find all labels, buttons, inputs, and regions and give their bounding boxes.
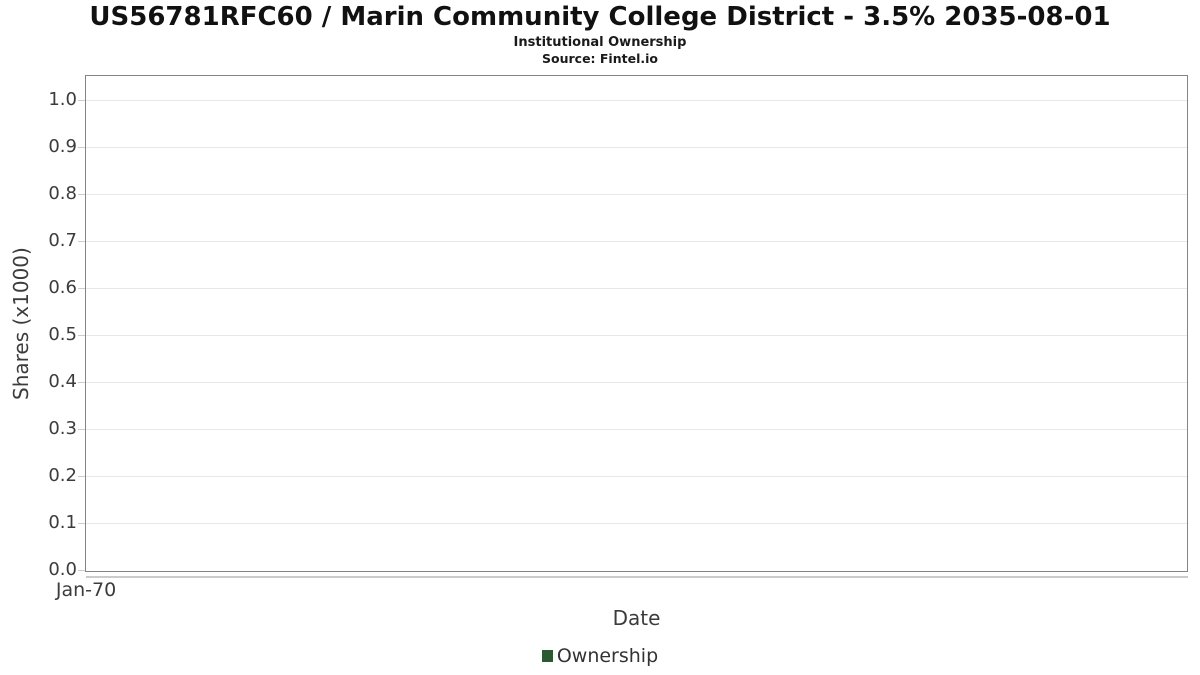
y-tick-label: 1.0 (48, 89, 77, 110)
gridline (86, 147, 1187, 148)
y-tick-label: 0.5 (48, 324, 77, 345)
x-axis-title: Date (612, 606, 661, 630)
gridline (86, 194, 1187, 195)
y-tick-mark (78, 288, 85, 289)
gridline (86, 100, 1187, 101)
legend-marker-icon (541, 650, 553, 662)
y-tick-mark (78, 335, 85, 336)
gridline (86, 382, 1187, 383)
plot-area (78, 75, 1188, 572)
chart-subtitle: Institutional Ownership (513, 35, 687, 50)
y-tick-mark (78, 570, 85, 571)
chart-title: US56781RFC60 / Marin Community College D… (89, 2, 1111, 32)
y-tick-label: 0.7 (48, 230, 77, 251)
y-tick-label: 0.8 (48, 183, 77, 204)
y-axis-tick-labels: 1.0 0.9 0.8 0.7 0.6 0.5 0.4 0.3 0.2 0.1 0.0 (0, 75, 77, 580)
gridline (86, 288, 1187, 289)
y-tick-label: 0.2 (48, 465, 77, 486)
gridline (86, 241, 1187, 242)
y-tick-mark (78, 523, 85, 524)
y-tick-mark (78, 241, 85, 242)
legend-item-ownership[interactable]: Ownership (541, 645, 659, 667)
x-axis-line (86, 576, 1188, 578)
y-tick-mark (78, 147, 85, 148)
chart-legend: Ownership (0, 645, 1200, 667)
y-tick-mark (78, 194, 85, 195)
y-tick-label: 0.9 (48, 136, 77, 157)
y-tick-label: 0.6 (48, 277, 77, 298)
y-tick-label: 0.1 (48, 512, 77, 533)
y-tick-label: 0.0 (48, 559, 77, 580)
gridline (86, 476, 1187, 477)
y-tick-label: 0.4 (48, 371, 77, 392)
x-tick-label: Jan-70 (55, 579, 117, 601)
y-tick-mark (78, 476, 85, 477)
y-tick-label: 0.3 (48, 418, 77, 439)
y-tick-mark (78, 429, 85, 430)
y-tick-mark (78, 100, 85, 101)
y-tick-mark (78, 382, 85, 383)
gridline (86, 429, 1187, 430)
chart-source-credit: Source: Fintel.io (542, 51, 658, 66)
legend-label: Ownership (556, 645, 659, 667)
gridline (86, 523, 1187, 524)
gridline (86, 335, 1187, 336)
